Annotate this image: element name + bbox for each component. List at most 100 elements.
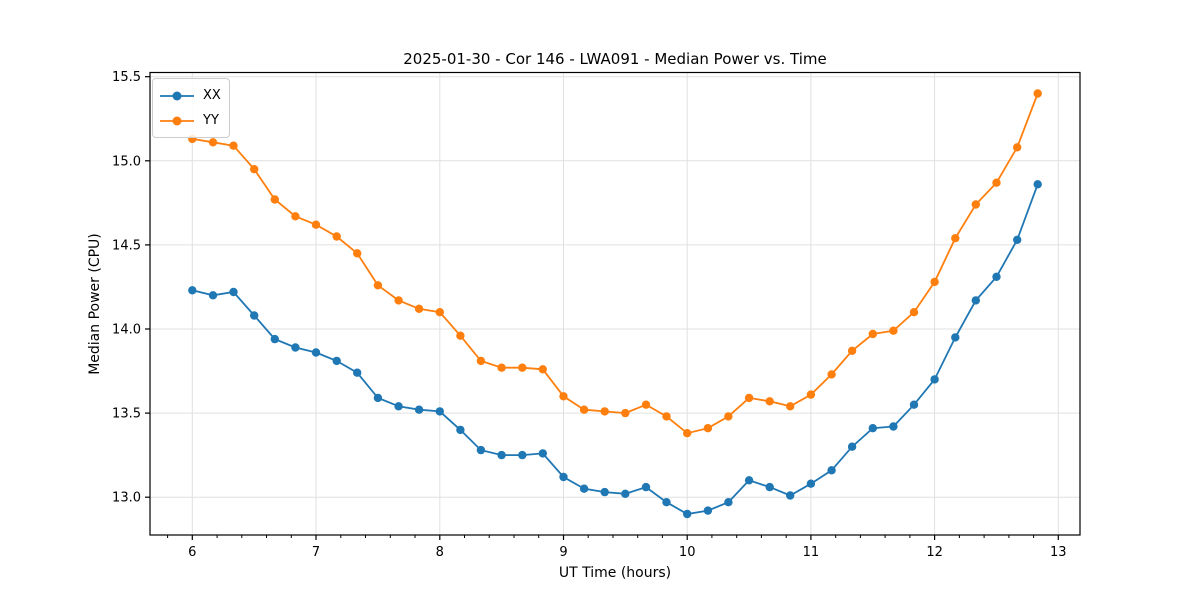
data-point [971, 296, 980, 305]
data-point [435, 308, 444, 317]
data-point [497, 363, 506, 372]
y-tick-label: 15.5 [112, 70, 141, 85]
data-point [208, 291, 218, 300]
data-point [579, 405, 589, 414]
data-point [332, 232, 341, 241]
data-point [703, 506, 713, 515]
data-point [208, 138, 218, 147]
data-point [518, 363, 527, 372]
legend: XX YY [152, 78, 230, 138]
data-point [353, 368, 362, 377]
data-point [332, 356, 341, 366]
data-point [889, 326, 898, 335]
legend-label: YY [203, 113, 219, 128]
data-point [621, 408, 630, 418]
y-tick-label: 13.0 [112, 491, 141, 506]
data-point [559, 472, 568, 482]
data-point [744, 476, 754, 485]
data-point [847, 346, 857, 355]
data-point [703, 424, 713, 433]
data-point [992, 272, 1001, 281]
data-point [951, 234, 960, 243]
data-point [538, 449, 547, 458]
data-point [579, 484, 589, 493]
data-point [229, 141, 238, 150]
y-tick-label: 14.5 [112, 238, 141, 253]
data-point [250, 165, 259, 174]
x-tick-label: 13 [1050, 545, 1067, 560]
x-tick-label: 11 [803, 545, 820, 560]
data-point [414, 304, 424, 313]
data-point [311, 348, 321, 357]
data-point [600, 487, 609, 497]
data-point [1013, 143, 1022, 152]
legend-item: YY [159, 108, 221, 133]
data-point [868, 329, 877, 339]
data-point [456, 425, 465, 435]
data-point [291, 343, 300, 352]
data-point [724, 412, 733, 421]
data-point [909, 308, 919, 317]
data-point [930, 375, 939, 384]
x-tick-label: 9 [559, 545, 567, 560]
data-point [250, 311, 259, 320]
data-point [909, 400, 919, 409]
data-point [1013, 235, 1022, 244]
y-tick-label: 15.0 [112, 154, 141, 169]
data-point [518, 450, 527, 460]
x-tick-label: 8 [436, 545, 444, 560]
data-point [724, 498, 733, 507]
data-point [621, 489, 630, 498]
x-tick-label: 7 [312, 545, 320, 560]
data-point [291, 212, 300, 221]
data-point [1033, 180, 1042, 189]
data-point [683, 429, 692, 438]
data-point [456, 331, 465, 340]
legend-marker-icon [160, 116, 194, 125]
data-point [476, 445, 486, 455]
data-point [641, 400, 651, 409]
data-point [641, 482, 651, 492]
data-point [889, 422, 898, 431]
data-point [394, 402, 403, 411]
data-point [373, 281, 383, 290]
data-point [744, 393, 754, 403]
x-tick-label: 12 [926, 545, 943, 560]
data-point [971, 200, 980, 209]
gridlines [150, 72, 1080, 535]
data-point [311, 220, 321, 229]
data-point [497, 450, 506, 460]
data-point [435, 407, 444, 416]
data-point [188, 286, 197, 295]
data-point [827, 370, 836, 379]
data-point [765, 397, 774, 406]
data-point [394, 296, 403, 305]
plot-frame [149, 71, 1081, 536]
data-point [229, 287, 238, 297]
data-point [930, 277, 939, 287]
y-tick-label: 14.0 [112, 323, 141, 338]
data-point [414, 405, 424, 414]
data-point [806, 390, 816, 399]
data-point [992, 178, 1001, 187]
x-axis-label: UT Time (hours) [558, 565, 672, 581]
chart-title: 2025-01-30 - Cor 146 - LWA091 - Median P… [403, 50, 827, 68]
data-point [662, 412, 671, 421]
y-axis-ticks: 13.0 13.5 14.0 14.5 15.0 15.5 [112, 70, 150, 506]
x-axis-ticks: 6 7 8 9 10 11 12 13 [167, 535, 1067, 560]
data-point [765, 482, 774, 492]
data-point [270, 195, 279, 204]
legend-label: XX [203, 88, 221, 103]
data-point [806, 479, 816, 488]
data-point [868, 424, 877, 433]
y-tick-label: 13.5 [112, 407, 141, 422]
data-point [538, 365, 547, 374]
data-point [600, 407, 609, 416]
data-point [1033, 89, 1042, 98]
series-xx [188, 180, 1042, 519]
data-point [476, 356, 486, 366]
data-point [353, 249, 362, 258]
x-tick-label: 10 [679, 545, 696, 560]
